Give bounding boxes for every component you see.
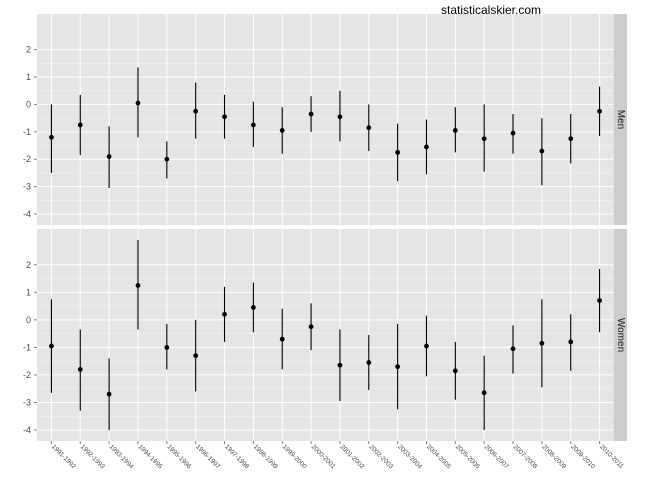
facet-panel-men: -4 -3 -2 -1 0 1 2 Men xyxy=(23,14,627,225)
x-tick-label: 2000-2001 xyxy=(310,443,337,470)
x-tick-label: 2007-2008 xyxy=(512,443,539,470)
facet-strip xyxy=(614,229,627,441)
facet-strip-label: Women xyxy=(615,318,626,352)
data-point xyxy=(193,353,199,359)
data-point xyxy=(308,324,314,330)
facet-panel-women: -4 -3 -2 -1 0 1 2 Women xyxy=(23,229,627,441)
y-tick-label: 0 xyxy=(26,315,31,325)
data-point xyxy=(337,362,343,368)
data-point xyxy=(135,283,141,288)
data-point xyxy=(597,298,602,303)
x-tick-label: 2004-2005 xyxy=(425,443,452,470)
y-tick-label: -3 xyxy=(23,182,31,192)
facet-strip-label: Men xyxy=(615,110,626,129)
y-tick-label: 1 xyxy=(26,72,31,82)
x-tick-label: 2003-2004 xyxy=(396,443,423,470)
y-tick-label: 2 xyxy=(26,45,31,55)
data-point xyxy=(395,364,401,370)
x-tick-label: 2002-2003 xyxy=(367,443,394,470)
data-point xyxy=(106,154,112,159)
watermark-text: statisticalskier.com xyxy=(441,3,541,17)
y-tick-label: -2 xyxy=(23,154,31,164)
data-point xyxy=(222,311,227,317)
x-tick-label: 1994-1995 xyxy=(137,443,164,470)
data-point xyxy=(395,149,401,155)
x-tick-label: 1997-1998 xyxy=(223,443,250,470)
facet-strip xyxy=(614,14,627,225)
data-point xyxy=(568,339,574,345)
x-tick-label: 1998-1999 xyxy=(252,443,279,470)
data-point xyxy=(366,360,372,365)
x-tick-label: 1991-1992 xyxy=(50,443,77,470)
x-tick-label: 2001-2002 xyxy=(339,443,366,470)
x-tick-label: 1996-1997 xyxy=(194,443,221,470)
data-point xyxy=(481,390,487,396)
data-point xyxy=(135,100,141,106)
panel-background xyxy=(37,14,614,225)
data-point xyxy=(164,344,170,350)
data-point xyxy=(481,136,487,142)
x-tick-label: 2010-2011 xyxy=(598,443,625,470)
y-tick-label: 1 xyxy=(26,287,31,297)
data-point xyxy=(279,336,285,342)
data-point xyxy=(106,391,112,397)
x-tick-label: 2006-2007 xyxy=(483,443,510,470)
data-point xyxy=(77,367,83,372)
data-point xyxy=(193,108,199,114)
y-tick-label: -1 xyxy=(23,127,31,137)
data-point xyxy=(250,122,256,128)
data-point xyxy=(337,114,343,120)
data-point xyxy=(539,340,545,346)
y-tick-label: -4 xyxy=(23,425,31,435)
x-tick-label: 1999-2000 xyxy=(281,443,308,470)
y-tick-label: -3 xyxy=(23,397,31,407)
data-point xyxy=(164,156,170,162)
y-tick-label: -4 xyxy=(23,209,31,219)
data-point xyxy=(49,134,54,140)
data-point xyxy=(568,136,574,142)
x-tick-label: 2005-2006 xyxy=(454,443,481,470)
data-point xyxy=(452,128,458,133)
x-tick-label: 2008-2009 xyxy=(540,443,567,470)
data-point xyxy=(222,114,227,120)
data-point xyxy=(279,128,285,133)
data-point xyxy=(308,111,314,117)
x-tick-label: 1995-1996 xyxy=(165,443,192,470)
data-point xyxy=(424,144,429,150)
data-point xyxy=(49,343,54,349)
x-tick-label: 2009-2010 xyxy=(569,443,596,470)
data-point xyxy=(452,368,458,374)
panel-background xyxy=(37,229,614,441)
data-point xyxy=(77,122,83,128)
data-point xyxy=(250,305,256,310)
data-point xyxy=(597,108,602,114)
data-point xyxy=(366,125,372,131)
y-tick-label: 2 xyxy=(26,260,31,270)
y-tick-label: -1 xyxy=(23,342,31,352)
data-point xyxy=(424,343,429,349)
data-point xyxy=(539,148,545,154)
data-point xyxy=(510,346,516,352)
y-tick-label: -2 xyxy=(23,370,31,380)
y-tick-label: 0 xyxy=(26,99,31,109)
data-point xyxy=(510,130,516,136)
x-tick-label: 1992-1993 xyxy=(79,443,106,470)
x-tick-label: 1993-1994 xyxy=(108,443,135,470)
